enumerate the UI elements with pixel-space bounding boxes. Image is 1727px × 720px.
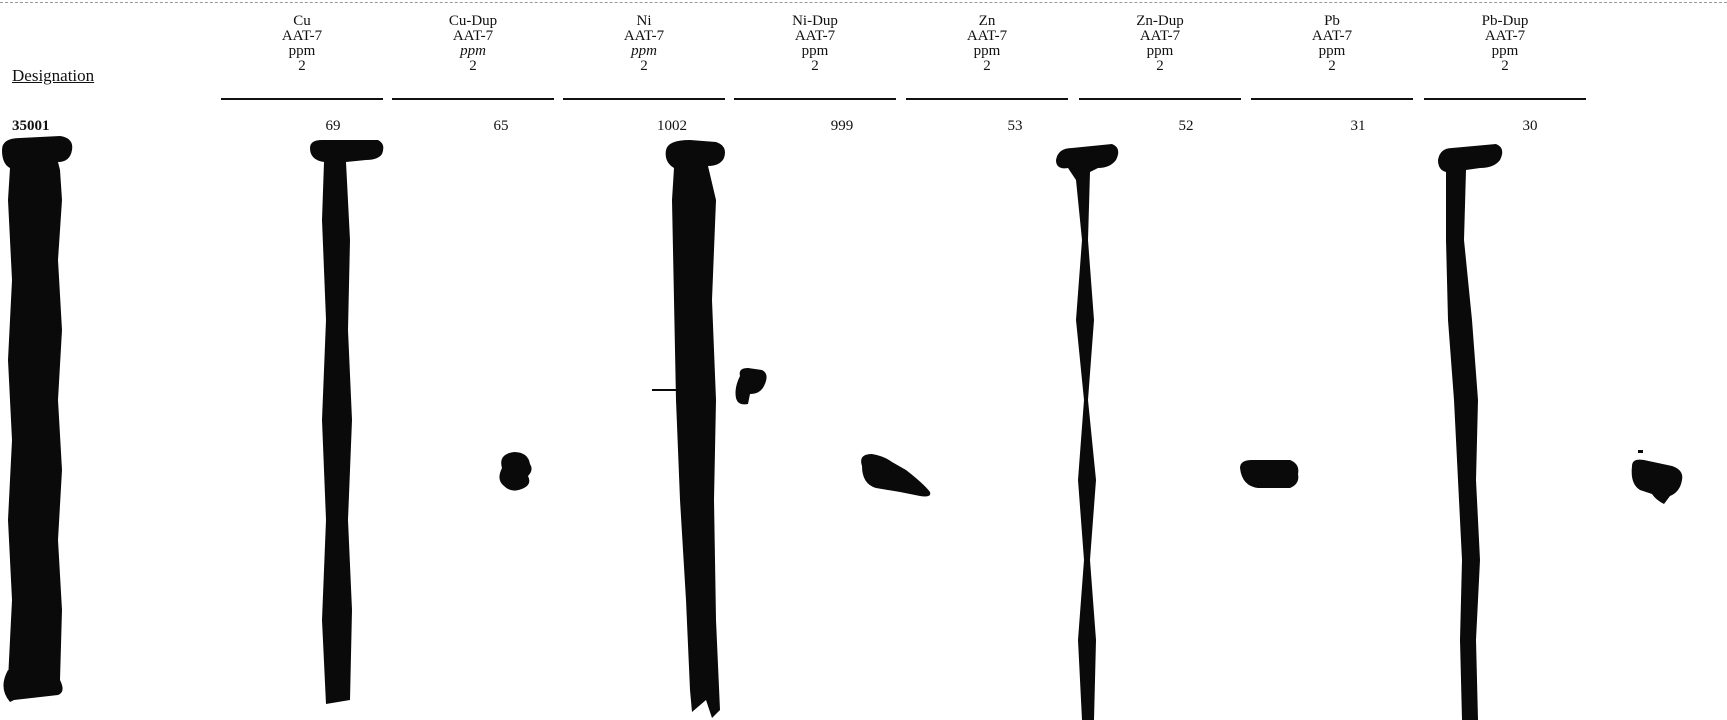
marker-bracket-stroke (310, 140, 384, 704)
column-rule (1079, 98, 1241, 100)
cell-zn: 53 (1007, 118, 1023, 134)
unit-label: ppm (1146, 43, 1174, 59)
column-rule (906, 98, 1068, 100)
cell-cu: 69 (325, 118, 341, 134)
element-name: Pb (1324, 13, 1340, 29)
marker-blob (499, 452, 532, 491)
detection-limit: 2 (640, 58, 648, 74)
method-code: AAT-7 (966, 28, 1008, 44)
column-header-pb: Pb AAT-7 ppm 2 (1247, 14, 1417, 74)
element-name: Zn-Dup (1136, 13, 1184, 29)
element-name: Pb-Dup (1481, 13, 1529, 29)
unit-label: ppm (288, 43, 316, 59)
marker-bracket-stroke (665, 140, 725, 718)
cell-ni: 1002 (657, 118, 687, 134)
unit-label: ppm (801, 43, 829, 59)
marker-bracket-stroke (1438, 144, 1503, 720)
cell-ni-dup: 999 (830, 118, 854, 134)
marker-curl-stroke (3, 670, 14, 702)
marker-bracket-stroke (1056, 144, 1119, 720)
method-code: AAT-7 (1311, 28, 1353, 44)
top-dashed-rule (0, 2, 1727, 3)
column-header-ni: Ni AAT-7 ppm 2 (559, 14, 729, 74)
marker-blob (1631, 459, 1683, 504)
column-header-ni-dup: Ni-Dup AAT-7 ppm 2 (730, 14, 900, 74)
marker-bracket-stroke (2, 136, 73, 700)
unit-label: ppm (631, 43, 657, 59)
marker-blob (1240, 460, 1299, 488)
column-rule (734, 98, 896, 100)
detection-limit: 2 (1501, 58, 1509, 74)
unit-label: ppm (973, 43, 1001, 59)
column-header-cu: Cu AAT-7 ppm 2 (217, 14, 387, 74)
column-rule (1251, 98, 1413, 100)
method-code: AAT-7 (1139, 28, 1181, 44)
method-code: AAT-7 (794, 28, 836, 44)
method-code: AAT-7 (452, 28, 494, 44)
element-name: Cu-Dup (448, 13, 498, 29)
unit-label: ppm (1491, 43, 1519, 59)
designation-header: Designation (12, 66, 95, 85)
unit-label: ppm (460, 43, 486, 59)
column-rule (221, 98, 383, 100)
detection-limit: 2 (1156, 58, 1164, 74)
method-code: AAT-7 (623, 28, 665, 44)
marker-blob (735, 368, 767, 405)
method-code: AAT-7 (1484, 28, 1526, 44)
cell-zn-dup: 52 (1178, 118, 1194, 134)
detection-limit: 2 (1328, 58, 1336, 74)
detection-limit: 2 (811, 58, 819, 74)
column-rule (392, 98, 554, 100)
cell-cu-dup: 65 (493, 118, 509, 134)
marker-speck (1638, 450, 1643, 453)
column-rule (1424, 98, 1586, 100)
marker-hairline (652, 389, 678, 391)
cell-pb: 31 (1350, 118, 1366, 134)
cell-pb-dup: 30 (1522, 118, 1538, 134)
method-code: AAT-7 (281, 28, 323, 44)
sample-designation: 35001 (12, 118, 50, 134)
unit-label: ppm (1318, 43, 1346, 59)
column-header-cu-dup: Cu-Dup AAT-7 ppm 2 (388, 14, 558, 74)
column-header-zn: Zn AAT-7 ppm 2 (902, 14, 1072, 74)
marker-blob (861, 454, 931, 497)
element-name: Cu (293, 13, 311, 29)
detection-limit: 2 (469, 58, 477, 74)
element-name: Zn (978, 13, 996, 29)
detection-limit: 2 (298, 58, 306, 74)
element-name: Ni-Dup (792, 13, 838, 29)
column-header-pb-dup: Pb-Dup AAT-7 ppm 2 (1420, 14, 1590, 74)
column-header-zn-dup: Zn-Dup AAT-7 ppm 2 (1075, 14, 1245, 74)
element-name: Ni (636, 13, 652, 29)
detection-limit: 2 (983, 58, 991, 74)
column-rule (563, 98, 725, 100)
